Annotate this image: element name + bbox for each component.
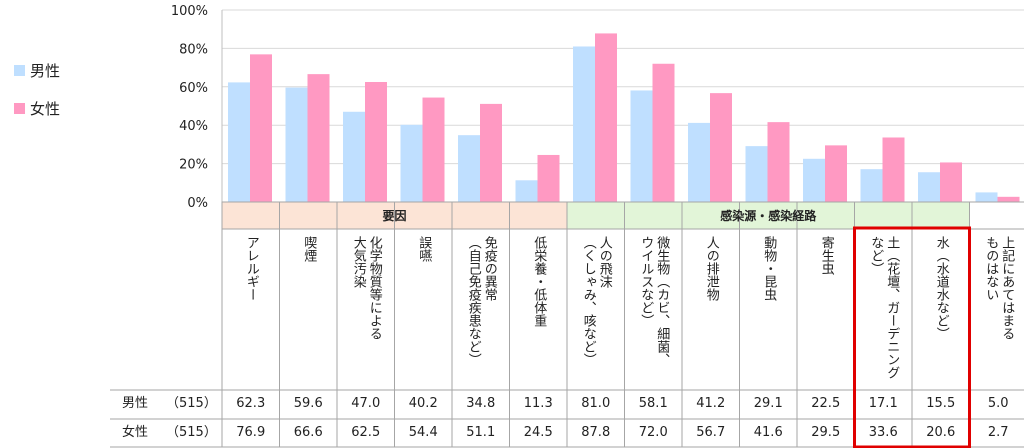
table-value-cell: 54.4 <box>408 425 438 440</box>
table-value-cell: 66.6 <box>293 425 323 440</box>
category-label: 寄生虫 <box>818 236 834 275</box>
category-label: 喫煙 <box>301 236 317 262</box>
category-label: 低栄養・低体重 <box>531 236 547 327</box>
category-label: アレルギー <box>243 236 259 301</box>
category-label: 人の排泄物 <box>703 236 719 301</box>
bar <box>343 111 365 202</box>
bar <box>537 154 560 202</box>
bar <box>307 74 330 202</box>
y-tick-label: 100% <box>171 4 208 19</box>
legend-female-label: 女性 <box>30 100 61 118</box>
table-value-cell: 5.0 <box>987 396 1009 411</box>
table-value-cell: 62.5 <box>351 425 381 440</box>
table-value-cell: 11.3 <box>523 396 553 411</box>
y-tick-label: 60% <box>179 81 208 96</box>
legend-male: 男性 <box>14 60 60 81</box>
bar <box>573 46 595 203</box>
table-value-cell: 34.8 <box>466 396 496 411</box>
legend-female: 女性 <box>14 98 60 119</box>
bar <box>285 87 308 202</box>
bar <box>860 169 883 202</box>
group-header-band <box>969 201 1024 230</box>
group-header-label: 要因 <box>382 209 407 223</box>
bar <box>975 192 998 202</box>
table-value-cell: 2.7 <box>987 425 1009 440</box>
category-label: 水（水道水など） <box>933 236 949 340</box>
table-value-cell: 33.6 <box>868 425 898 440</box>
category-label: 誤嚥 <box>416 236 432 262</box>
bar <box>688 122 710 202</box>
category-label: 化学物質等による 大気汚染 <box>350 236 382 340</box>
y-tick-label: 0% <box>187 196 208 211</box>
bar <box>422 97 445 202</box>
category-label: 微生物（カビ、細菌、 ウイルスなど） <box>638 236 670 366</box>
category-label: 人の飛沫 （くしゃみ、咳など） <box>580 236 612 366</box>
bar <box>803 158 825 202</box>
legend-male-label: 男性 <box>30 62 61 80</box>
table-value-cell: 76.9 <box>236 425 266 440</box>
bar <box>365 82 387 202</box>
table-value-cell: 51.1 <box>466 425 496 440</box>
bar <box>710 93 732 202</box>
category-label: 土（花壇、ガーデニング など） <box>868 236 900 379</box>
bar <box>997 196 1020 202</box>
table-value-cell: 22.5 <box>811 396 841 411</box>
bar <box>250 54 272 202</box>
bar <box>918 172 940 202</box>
legend-male-swatch <box>14 65 25 76</box>
table-value-cell: 72.0 <box>638 425 668 440</box>
table-row-label: 男性 <box>122 396 149 411</box>
table-value-cell: 24.5 <box>523 425 553 440</box>
bar <box>595 33 617 203</box>
table-row-n: （515） <box>166 396 217 411</box>
y-tick-label: 20% <box>179 158 208 173</box>
table-value-cell: 87.8 <box>581 425 611 440</box>
table-value-cell: 47.0 <box>351 396 381 411</box>
category-label: 動物・昆虫 <box>761 236 777 301</box>
table-value-cell: 41.6 <box>753 425 783 440</box>
table-row-label: 女性 <box>122 425 149 440</box>
y-tick-label: 40% <box>179 119 208 134</box>
table-value-cell: 29.5 <box>811 425 841 440</box>
bar <box>940 162 962 202</box>
table-value-cell: 29.1 <box>753 396 783 411</box>
category-label: 上記にあてはまる ものはない <box>983 236 1015 340</box>
highlight-box <box>853 226 971 448</box>
bar <box>745 146 768 202</box>
bar <box>480 103 502 202</box>
bar <box>825 145 847 202</box>
bar <box>400 124 423 202</box>
y-tick-label: 80% <box>179 42 208 57</box>
bar <box>228 82 250 202</box>
table-row-n: （515） <box>166 425 217 440</box>
table-value-cell: 58.1 <box>638 396 668 411</box>
table-value-cell: 40.2 <box>408 396 438 411</box>
table-value-cell: 56.7 <box>696 425 726 440</box>
table-value-cell: 15.5 <box>926 396 956 411</box>
bar <box>882 137 905 202</box>
group-header-band <box>566 201 970 230</box>
bar <box>515 180 538 202</box>
table-value-cell: 41.2 <box>696 396 726 411</box>
table-value-cell: 20.6 <box>926 425 956 440</box>
table-value-cell: 59.6 <box>293 396 323 411</box>
group-header-label: 感染源・感染経路 <box>720 209 817 223</box>
table-value-cell: 81.0 <box>581 396 611 411</box>
table-value-cell: 62.3 <box>236 396 266 411</box>
category-label: 免疫の異常 （自己免疫疾患など） <box>465 236 497 366</box>
bar <box>458 135 480 202</box>
legend-female-swatch <box>14 103 25 114</box>
table-value-cell: 17.1 <box>868 396 898 411</box>
bar <box>652 63 675 203</box>
bar <box>630 90 653 202</box>
bar <box>767 122 790 202</box>
